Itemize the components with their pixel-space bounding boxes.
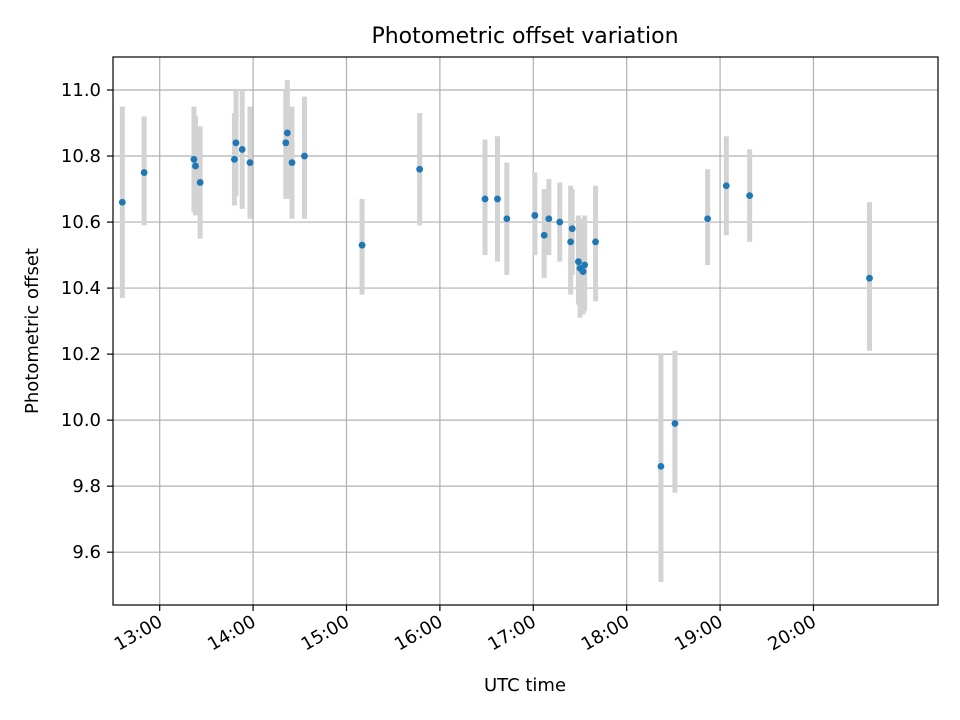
data-point bbox=[231, 155, 238, 163]
data-point bbox=[196, 179, 204, 186]
data-point bbox=[283, 129, 291, 137]
data-point bbox=[140, 169, 148, 176]
data-point bbox=[866, 274, 873, 282]
data-point bbox=[671, 420, 679, 427]
y-axis: 9.6 9.8 10.0 10.2 10.4 10.6 10.8 11.0 bbox=[61, 80, 113, 563]
gridlines bbox=[113, 57, 938, 605]
data-point bbox=[704, 215, 712, 223]
data-point bbox=[545, 215, 553, 223]
y-tick-label: 10.6 bbox=[61, 212, 101, 233]
data-points bbox=[118, 129, 873, 470]
data-point bbox=[190, 155, 198, 163]
data-point bbox=[592, 238, 599, 246]
data-point bbox=[238, 146, 246, 153]
y-axis-label: Photometric offset bbox=[22, 248, 43, 414]
data-point bbox=[531, 212, 539, 219]
data-point bbox=[118, 198, 126, 206]
y-tick-label: 9.6 bbox=[72, 542, 101, 563]
y-tick-label: 11.0 bbox=[61, 80, 101, 101]
data-point bbox=[568, 225, 576, 233]
data-point bbox=[288, 159, 296, 167]
data-point bbox=[232, 139, 240, 147]
plot-frame bbox=[112, 56, 939, 606]
data-point bbox=[575, 258, 582, 266]
data-point bbox=[416, 165, 424, 173]
data-point bbox=[246, 159, 254, 167]
data-point bbox=[358, 241, 366, 249]
y-tick-label: 9.8 bbox=[72, 476, 101, 497]
chart-title: Photometric offset variation bbox=[371, 24, 678, 49]
data-point bbox=[481, 195, 489, 203]
y-tick-label: 10.0 bbox=[61, 410, 101, 431]
data-point bbox=[722, 182, 730, 190]
data-point bbox=[567, 238, 575, 246]
data-point bbox=[746, 192, 754, 200]
data-point bbox=[503, 215, 511, 223]
data-point bbox=[301, 152, 308, 160]
y-tick-label: 10.4 bbox=[61, 278, 101, 299]
x-axis-label: UTC time bbox=[484, 675, 566, 696]
data-point bbox=[192, 162, 199, 170]
y-tick-label: 10.2 bbox=[61, 344, 101, 365]
data-point bbox=[579, 268, 587, 275]
data-point bbox=[282, 139, 290, 147]
data-point bbox=[494, 195, 501, 203]
data-point bbox=[556, 218, 564, 226]
data-point bbox=[581, 261, 589, 269]
y-tick-label: 10.8 bbox=[61, 146, 101, 167]
data-point bbox=[657, 462, 665, 470]
data-point bbox=[540, 231, 548, 239]
